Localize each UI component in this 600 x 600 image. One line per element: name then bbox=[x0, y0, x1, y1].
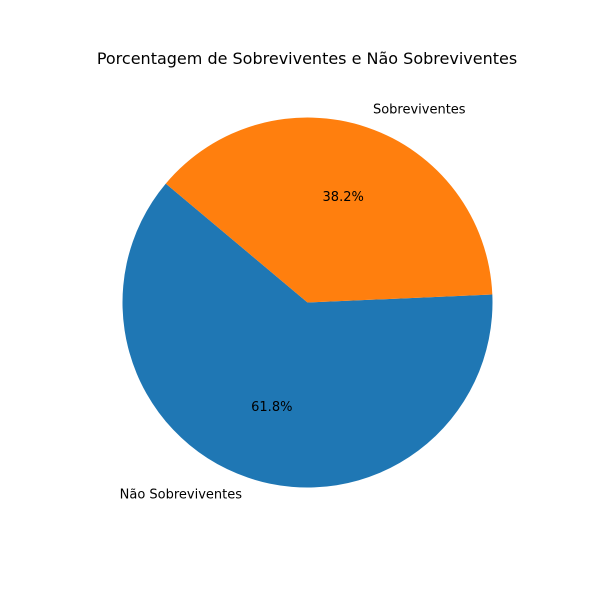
pie-slices bbox=[122, 117, 493, 488]
slice-percent-sobreviventes: 38.2% bbox=[323, 190, 364, 205]
slice-percent-nao-sobreviventes: 61.8% bbox=[251, 400, 292, 415]
slice-label-nao-sobreviventes: Não Sobreviventes bbox=[120, 488, 243, 503]
pie-slice-nao-sobreviventes bbox=[122, 183, 493, 488]
slice-label-sobreviventes: Sobreviventes bbox=[373, 102, 466, 117]
chart-title: Porcentagem de Sobreviventes e Não Sobre… bbox=[97, 49, 517, 68]
pie-slice-sobreviventes bbox=[165, 117, 493, 303]
pie-labels: Não Sobreviventes 61.8% Sobreviventes 38.2% bbox=[120, 102, 466, 502]
